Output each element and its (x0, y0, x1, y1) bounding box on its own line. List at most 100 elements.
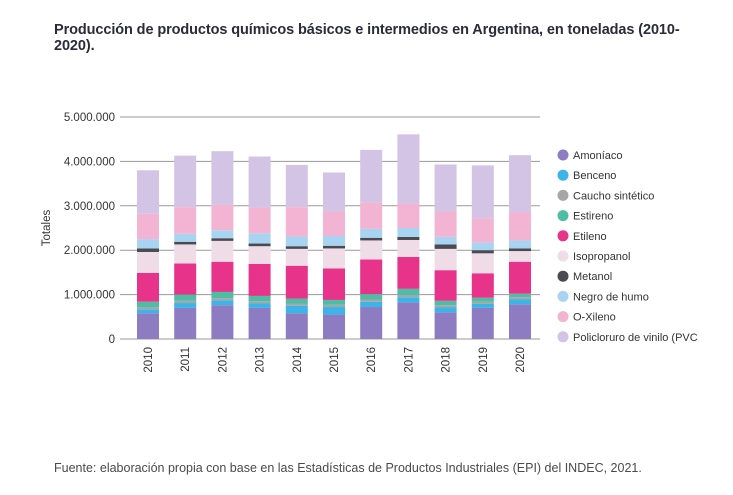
x-tick-label: 2018 (441, 347, 453, 373)
legend-label: Isopropanol (573, 251, 631, 263)
bar-segment (434, 164, 457, 212)
bar-segment (471, 242, 494, 251)
y-tick-label: 2.000.000 (64, 245, 115, 257)
bar-segment (174, 233, 197, 242)
bar-segment (174, 244, 197, 264)
bar-segment (285, 164, 308, 208)
bar-segment (471, 297, 494, 302)
y-tick-label: 4.000.000 (64, 156, 115, 168)
bar-segment (434, 270, 457, 301)
bar-segment (137, 309, 159, 314)
x-tick-label: 2020 (515, 347, 527, 373)
bar-segment (509, 304, 531, 339)
legend-marker (557, 230, 569, 242)
bar-segment (434, 307, 457, 313)
bar-segment (137, 239, 159, 249)
bar-segment (509, 240, 531, 249)
x-tick-label: 2014 (292, 346, 304, 372)
legend-marker (557, 169, 569, 181)
bar-segment (509, 297, 531, 300)
bar-segment (509, 248, 531, 252)
bar-segment (360, 301, 383, 308)
bar-segment (323, 248, 345, 269)
bar-segment (285, 207, 308, 237)
bar-segment (174, 300, 197, 304)
bar-segment (137, 307, 159, 310)
bar-segment (323, 172, 345, 212)
bar-segment (248, 233, 271, 244)
bar-segment (285, 303, 308, 306)
legend-marker (557, 189, 569, 201)
y-axis-title: Totales (41, 210, 53, 247)
bar-segment (211, 261, 234, 292)
bar-segment (397, 239, 420, 257)
bar-segment (211, 240, 234, 262)
bar-segment (211, 151, 234, 205)
legend-marker (557, 270, 569, 282)
bar-segment (434, 312, 457, 339)
legend: Amoníaco Benceno Caucho sintético Estireno E… (557, 149, 698, 344)
bar-segment (471, 165, 494, 219)
bar-segment (360, 202, 383, 229)
legend-label: Benceno (573, 170, 616, 182)
bar-segment (509, 212, 531, 241)
bar-segment (323, 299, 345, 305)
bar-segment (211, 204, 234, 231)
x-tick-label: 2019 (478, 347, 490, 373)
bar-segment (471, 301, 494, 304)
bar-segment (174, 307, 197, 339)
bar-segment (248, 207, 271, 234)
bar-segment (285, 236, 308, 247)
bar-segment (434, 236, 457, 245)
bar-segment (211, 300, 234, 306)
bar-segment (174, 263, 197, 295)
bar-segment (211, 305, 234, 339)
legend-marker (557, 149, 569, 161)
legend-marker (557, 290, 569, 302)
bar-segment (397, 302, 420, 339)
bar-segment (211, 238, 234, 241)
legend-label: O-Xileno (573, 312, 616, 324)
bar-segment (174, 241, 197, 245)
bar-segment (471, 218, 494, 243)
bar-segment (285, 298, 308, 304)
x-tick-label: 2016 (366, 347, 378, 373)
axis-layer: 0 1.000.000 2.000.000 3.000.000 4.000.000 5.0… (41, 112, 527, 373)
x-tick-label: 2012 (217, 347, 229, 373)
bar-segment (509, 251, 531, 262)
legend-marker (557, 311, 569, 323)
bar-segment (434, 300, 457, 306)
bar-segment (323, 314, 345, 339)
bar-segment (397, 203, 420, 228)
bar-segment (323, 307, 345, 315)
bar-segment (211, 291, 234, 299)
x-tick-label: 2011 (180, 347, 192, 372)
bar-segment (211, 230, 234, 239)
x-tick-label: 2010 (143, 347, 155, 373)
bar-segment (434, 244, 457, 249)
bar-segment (248, 295, 271, 302)
legend-label: Estireno (573, 211, 613, 223)
legend-label: Etileno (573, 231, 607, 243)
bar-segment (360, 259, 383, 295)
bar-segment (137, 251, 159, 273)
bar-segment (137, 272, 159, 302)
bar-segment (285, 246, 308, 249)
bar-segment (360, 240, 383, 260)
bar-segment (509, 261, 531, 294)
bar-segment (323, 304, 345, 308)
bar-segment (360, 307, 383, 339)
bar-segment (397, 295, 420, 298)
bar-segment (248, 263, 271, 296)
bar-segment (397, 236, 420, 240)
bar-segment (248, 156, 271, 208)
bar-segment (471, 253, 494, 274)
bar-segment (397, 256, 420, 289)
legend-label: Metanol (573, 271, 612, 283)
legend-marker (557, 250, 569, 262)
bar-segment (471, 250, 494, 254)
source-footnote: Fuente: elaboración propia con base en l… (54, 461, 642, 475)
bar-segment (397, 228, 420, 237)
bar-segment (397, 288, 420, 296)
